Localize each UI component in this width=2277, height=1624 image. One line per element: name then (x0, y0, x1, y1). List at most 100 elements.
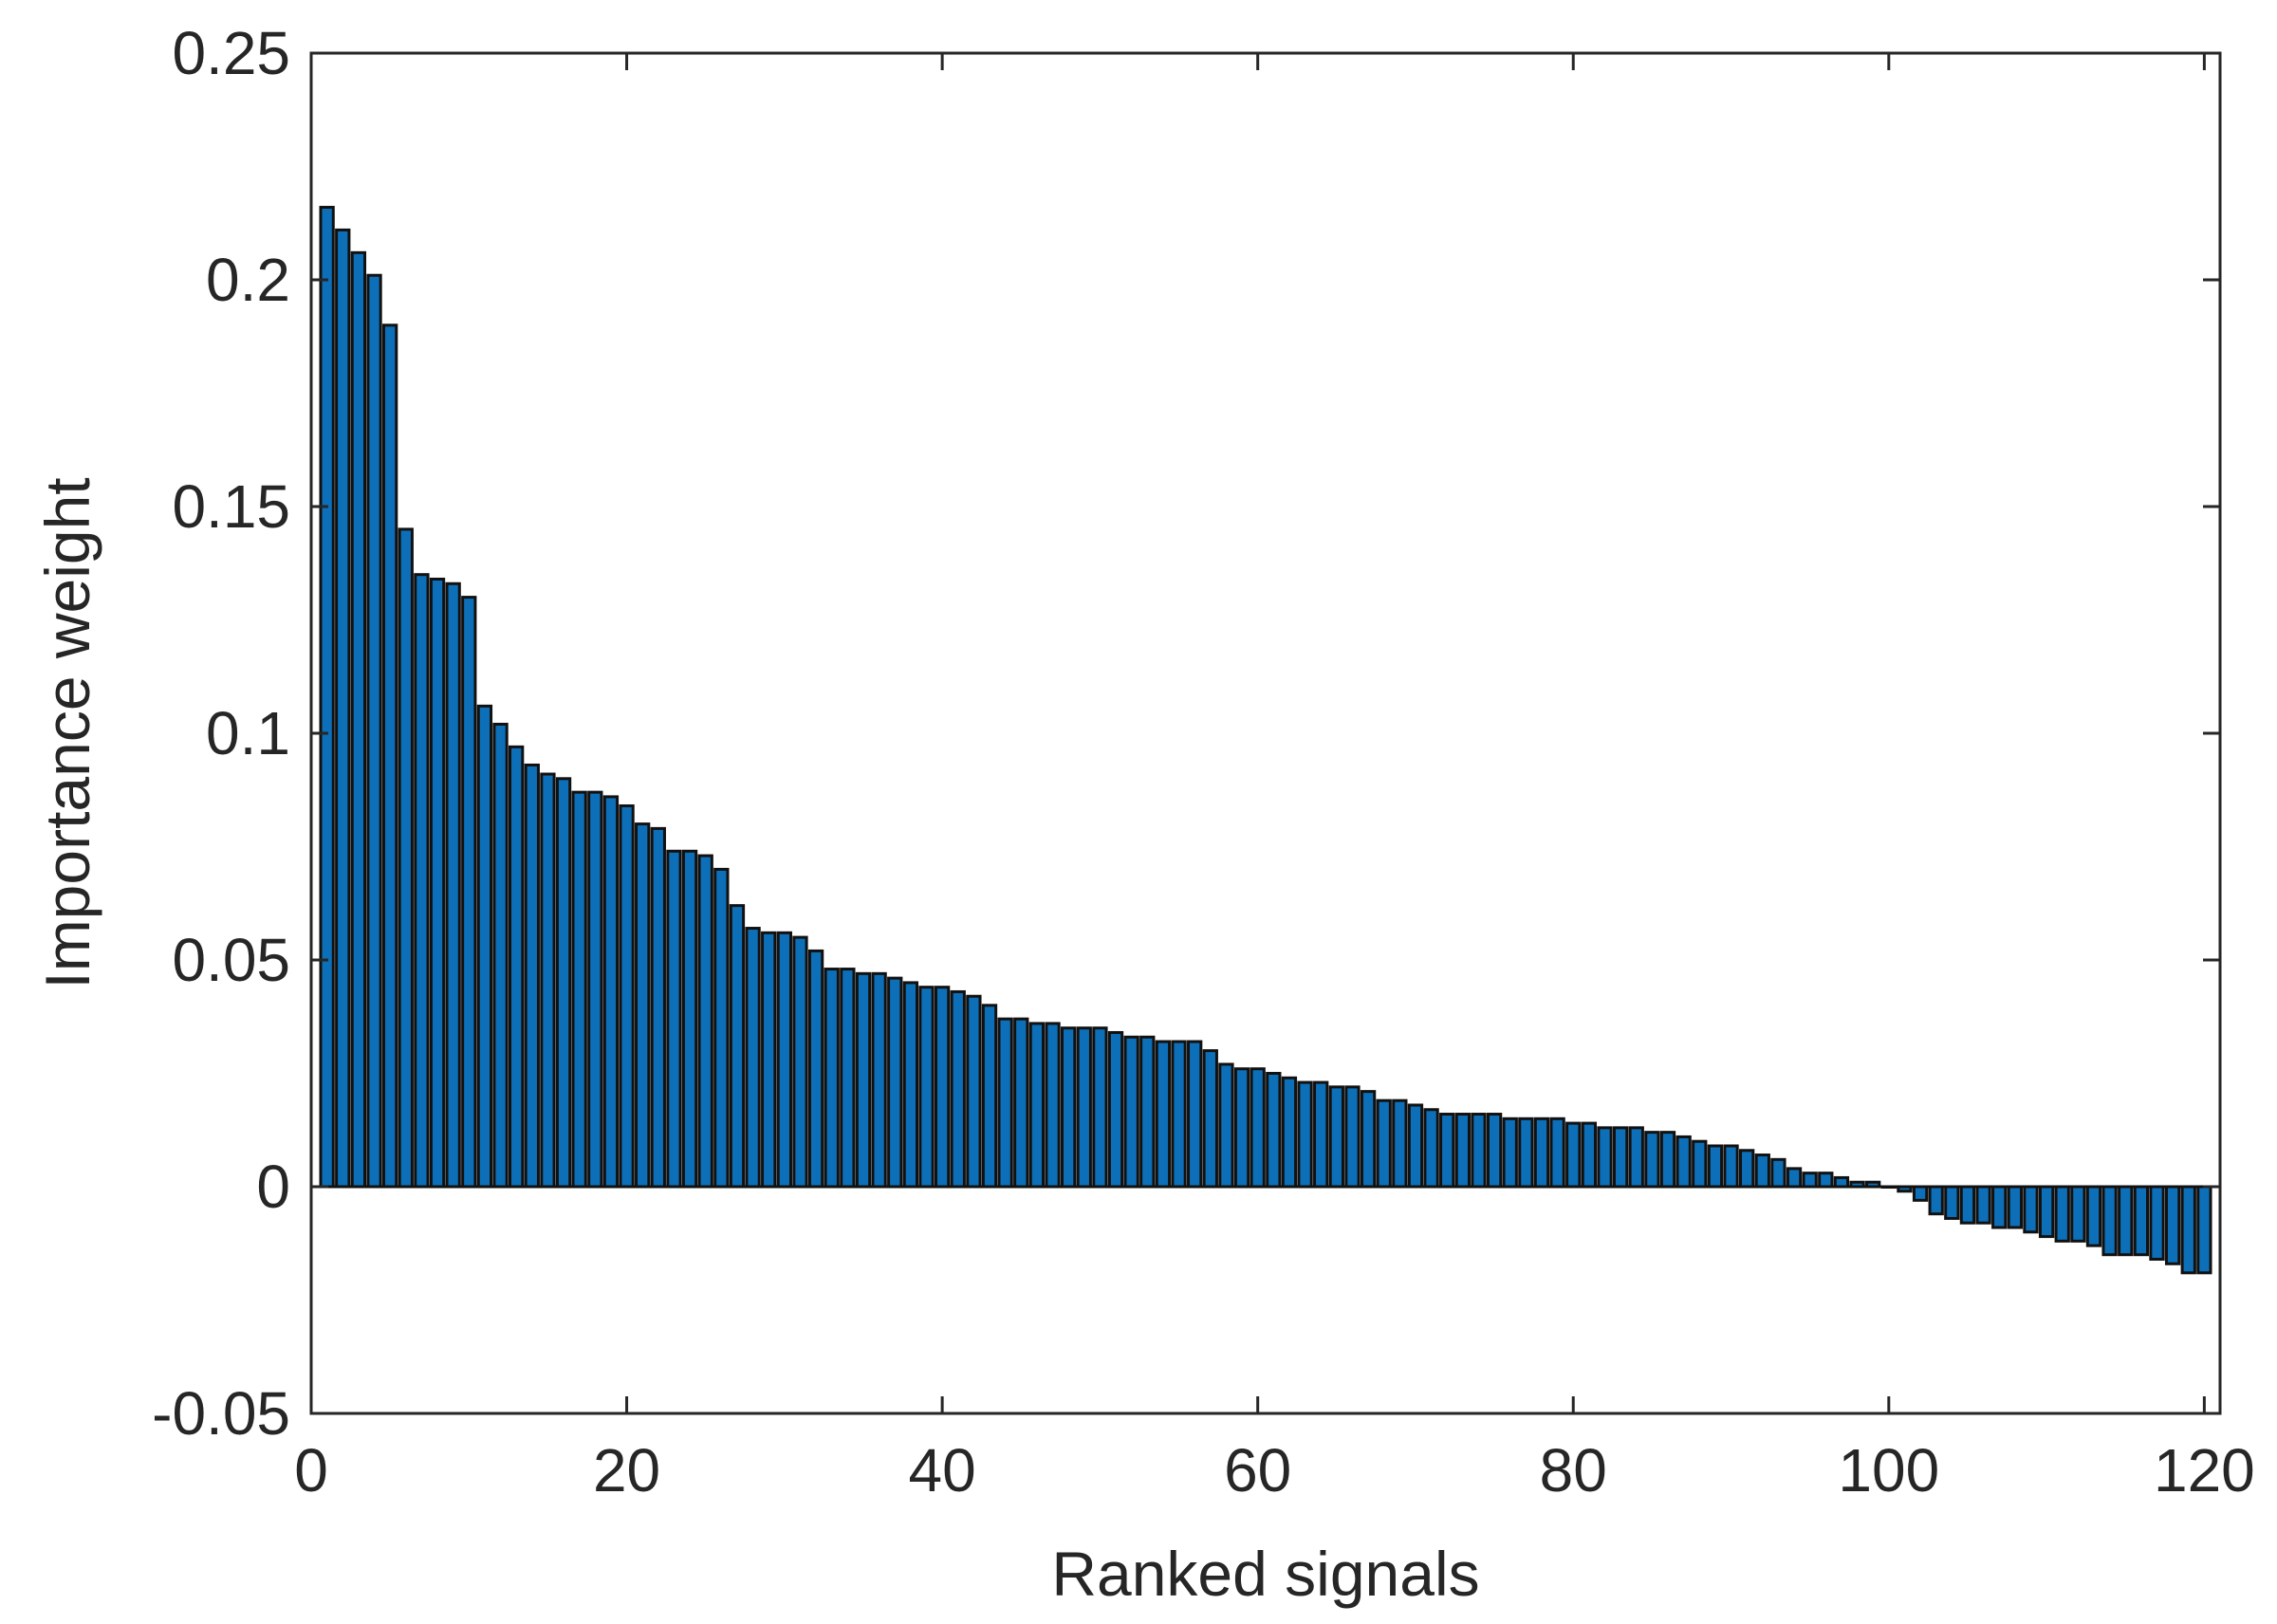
bar (1739, 1149, 1755, 1189)
bar (335, 228, 351, 1189)
bar (619, 803, 635, 1189)
bar (1786, 1167, 1803, 1189)
y-tick-label: 0.1 (206, 699, 290, 767)
bar (2180, 1185, 2196, 1275)
bar (745, 927, 761, 1189)
bar (1471, 1113, 1487, 1189)
bar (2101, 1185, 2118, 1257)
bar (540, 772, 556, 1189)
bar (1612, 1126, 1629, 1189)
bar (1344, 1085, 1361, 1189)
bar (366, 273, 382, 1189)
bar (1328, 1085, 1344, 1189)
bar (918, 986, 935, 1189)
bar (1692, 1139, 1708, 1189)
bar (429, 577, 446, 1189)
bar (1250, 1067, 1266, 1189)
bar (1297, 1080, 1313, 1189)
bar (1659, 1131, 1676, 1189)
bar (1944, 1185, 1960, 1220)
bar (1202, 1049, 1218, 1189)
y-tick-label: 0.05 (172, 926, 290, 994)
bar (1502, 1116, 1518, 1189)
bar (2196, 1185, 2212, 1275)
bar (840, 968, 856, 1189)
bar (729, 904, 746, 1189)
bar (934, 986, 951, 1189)
bar (381, 323, 398, 1189)
y-tick-label: -0.05 (152, 1379, 290, 1448)
y-tick-label: 0.25 (172, 19, 290, 87)
bar (824, 968, 840, 1189)
bar (1802, 1172, 1818, 1189)
bar (414, 573, 430, 1189)
bar (1518, 1116, 1534, 1189)
axis-ticks (309, 51, 2220, 1415)
x-tick-label: 0 (294, 1436, 328, 1504)
bar (1928, 1185, 1944, 1216)
bar (1407, 1103, 1424, 1189)
bar (1313, 1080, 1329, 1189)
y-tick-labels: -0.05 0 0.05 0.1 0.15 0.2 0.25 (152, 19, 290, 1448)
bar (1233, 1067, 1250, 1189)
bar (1723, 1144, 1739, 1189)
bar (1644, 1131, 1660, 1189)
bar (1045, 1022, 1061, 1189)
bar (855, 971, 872, 1189)
bar (1975, 1185, 1991, 1225)
x-axis-label: Ranked signals (1051, 1539, 1479, 1609)
x-tick-label: 40 (909, 1436, 976, 1504)
bar (1675, 1135, 1692, 1189)
x-tick-labels: 0 20 40 60 80 100 120 (294, 1436, 2255, 1504)
bar (492, 722, 509, 1189)
bar (697, 854, 713, 1189)
bar (1028, 1022, 1046, 1189)
bar (1770, 1157, 1786, 1189)
bar (1123, 1035, 1139, 1189)
x-tick-label: 80 (1540, 1436, 1607, 1504)
bar (966, 994, 982, 1189)
bar (1707, 1144, 1724, 1189)
bar (2038, 1185, 2055, 1239)
bar (1171, 1040, 1187, 1189)
bar (1454, 1113, 1472, 1189)
bar (1565, 1121, 1582, 1189)
bar (2085, 1185, 2102, 1247)
bar (666, 849, 682, 1189)
bar (2054, 1185, 2070, 1243)
bar (1392, 1098, 1408, 1189)
bar (2149, 1185, 2165, 1261)
bar (476, 704, 493, 1189)
x-tick-label: 120 (2154, 1436, 2255, 1504)
bar (1533, 1116, 1550, 1189)
bar (2070, 1185, 2086, 1243)
bar (1754, 1153, 1770, 1189)
bar (981, 1004, 998, 1189)
bar (1076, 1026, 1092, 1189)
y-tick-label: 0 (256, 1153, 290, 1221)
bar (319, 206, 335, 1189)
bar (398, 527, 414, 1189)
bar (509, 745, 525, 1189)
bar (761, 931, 777, 1189)
bar (776, 931, 792, 1189)
bar (1439, 1113, 1455, 1189)
bar (2007, 1185, 2023, 1229)
bar (1376, 1098, 1392, 1189)
bar (524, 763, 540, 1189)
x-tick-label: 60 (1224, 1436, 1291, 1504)
bar (1360, 1090, 1377, 1189)
y-tick-label: 0.2 (206, 246, 290, 314)
bar (2118, 1185, 2134, 1257)
bar (2023, 1185, 2039, 1234)
bar (1107, 1030, 1124, 1189)
bar (1597, 1126, 1613, 1189)
bar (871, 971, 887, 1189)
bar (650, 826, 666, 1189)
bar (1266, 1072, 1282, 1189)
bar (792, 935, 808, 1189)
bar (902, 981, 919, 1189)
bar (1628, 1126, 1644, 1189)
bar (587, 790, 603, 1189)
